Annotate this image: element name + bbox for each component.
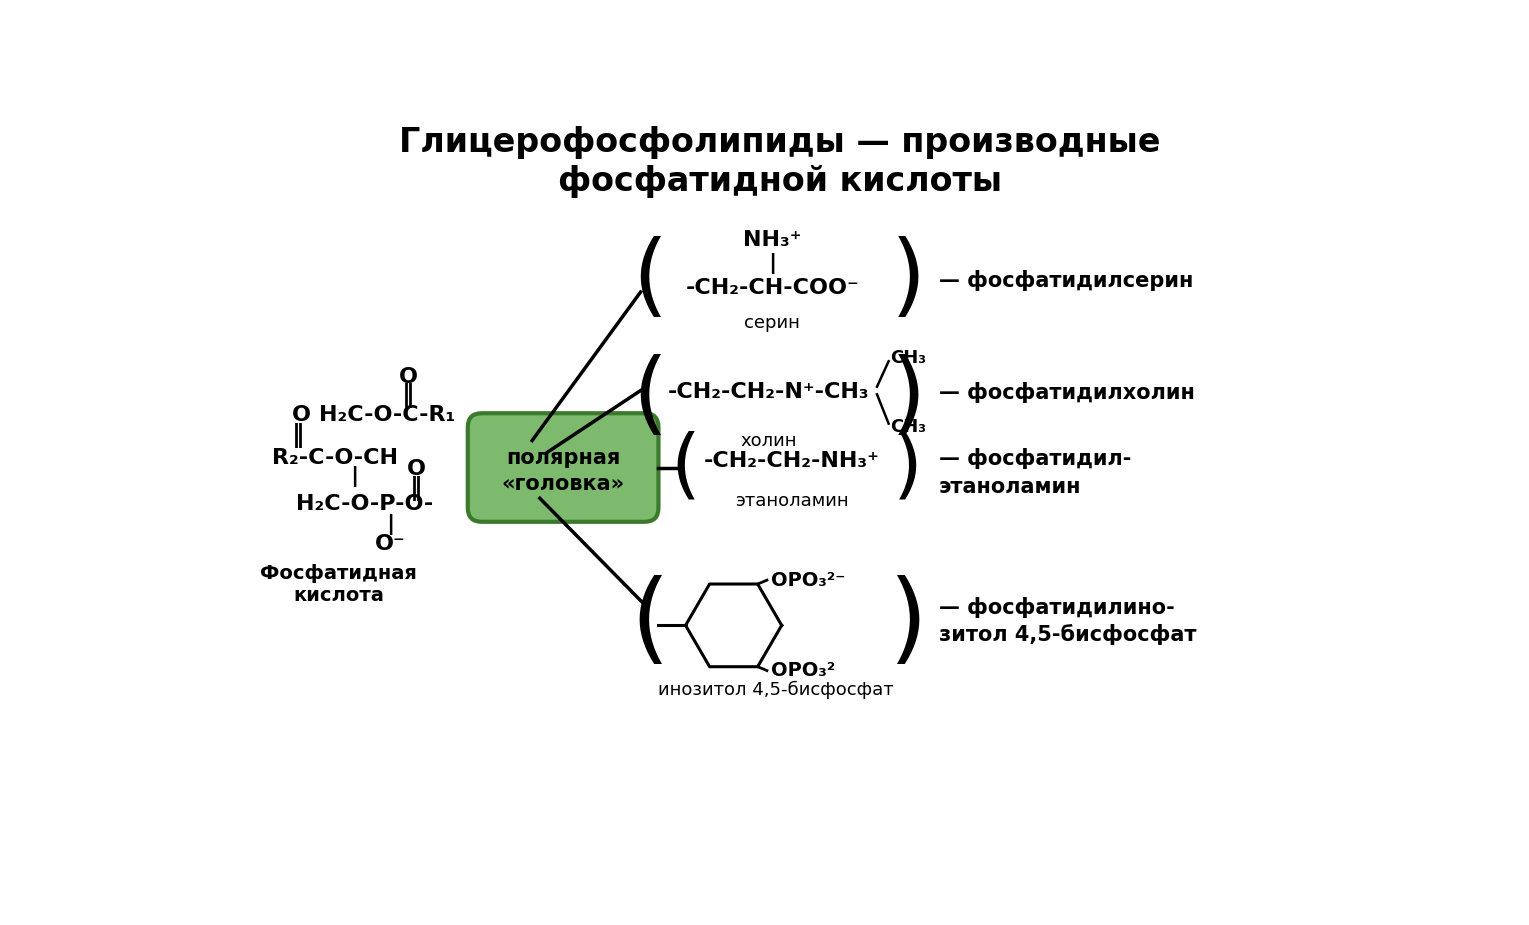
Text: -CH₂-CH₂-N⁺-CH₃: -CH₂-CH₂-N⁺-CH₃: [668, 382, 870, 402]
Text: этаноламин: этаноламин: [735, 492, 849, 511]
Text: OPO₃²: OPO₃²: [771, 661, 835, 680]
Text: ): ): [888, 574, 928, 672]
Text: холин: холин: [740, 432, 797, 450]
Text: -CH₂-CH-COO⁻: -CH₂-CH-COO⁻: [685, 278, 859, 298]
Text: H₂C-O-P-O-: H₂C-O-P-O-: [295, 494, 433, 513]
Text: Глицерофосфолипиды — производные: Глицерофосфолипиды — производные: [399, 127, 1161, 159]
Text: OPO₃²⁻: OPO₃²⁻: [771, 571, 846, 589]
Text: NH₃⁺: NH₃⁺: [743, 230, 801, 251]
Text: O: O: [399, 366, 417, 387]
Text: R₂-C-O-CH: R₂-C-O-CH: [272, 448, 399, 467]
FancyBboxPatch shape: [468, 413, 659, 522]
Text: H₂C-O-C-R₁: H₂C-O-C-R₁: [320, 405, 456, 426]
Text: ): ): [890, 354, 925, 442]
Text: -CH₂-CH₂-NH₃⁺: -CH₂-CH₂-NH₃⁺: [703, 451, 879, 472]
Text: — фосфатидил-: — фосфатидил-: [939, 448, 1131, 469]
Text: (: (: [633, 354, 668, 442]
Text: (: (: [671, 430, 700, 504]
Text: ): ): [890, 237, 925, 325]
Text: «головка»: «головка»: [502, 475, 625, 495]
Text: этаноламин: этаноламин: [939, 476, 1081, 497]
Text: |: |: [768, 253, 777, 274]
Text: — фосфатидилхолин: — фосфатидилхолин: [939, 381, 1194, 402]
Text: зитол 4,5-бисфосфат: зитол 4,5-бисфосфат: [939, 624, 1197, 645]
Text: инозитол 4,5-бисфосфат: инозитол 4,5-бисфосфат: [659, 681, 894, 699]
Text: Фосфатидная
кислота: Фосфатидная кислота: [260, 564, 417, 605]
Text: ‖: ‖: [410, 475, 422, 500]
Text: O: O: [292, 405, 310, 426]
Text: (: (: [630, 574, 670, 672]
Text: — фосфатидилсерин: — фосфатидилсерин: [939, 270, 1193, 290]
Text: фосфатидной кислоты: фосфатидной кислоты: [558, 165, 1001, 198]
Text: CH₃: CH₃: [890, 418, 927, 437]
Text: O: O: [407, 459, 425, 479]
Text: — фосфатидилино-: — фосфатидилино-: [939, 598, 1174, 618]
Text: серин: серин: [745, 314, 800, 332]
Text: (: (: [633, 237, 668, 325]
Text: ): ): [893, 430, 924, 504]
Text: |: |: [350, 466, 358, 487]
Text: полярная: полярная: [506, 449, 621, 468]
Text: CH₃: CH₃: [890, 349, 927, 367]
Text: ‖: ‖: [402, 383, 414, 409]
Text: ‖: ‖: [292, 424, 304, 449]
Text: O⁻: O⁻: [375, 534, 405, 554]
Text: |: |: [387, 514, 394, 535]
